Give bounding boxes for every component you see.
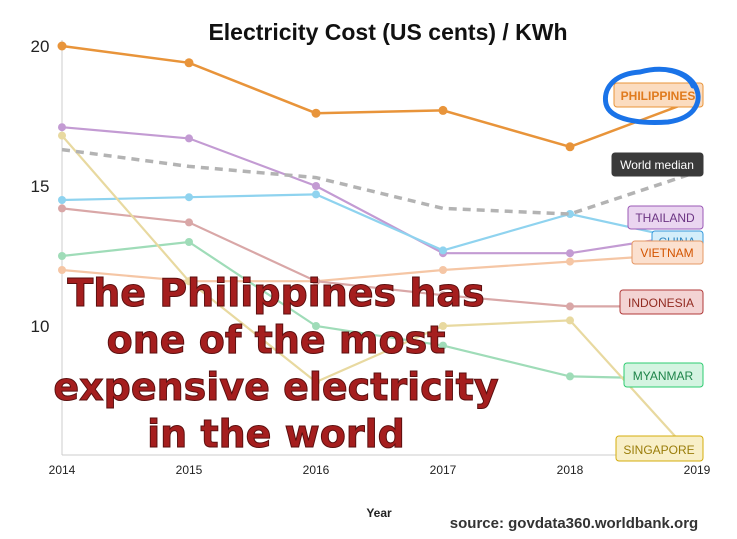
y-tick-label: 10	[31, 317, 50, 336]
x-tick-label: 2016	[303, 463, 330, 477]
label-text: SINGAPORE	[623, 443, 694, 457]
series-layer	[57, 41, 698, 462]
x-tick-label: 2018	[557, 463, 584, 477]
x-ticks: 2014 2015 2016 2017 2018 2019	[49, 463, 711, 477]
source-note: source: govdata360.worldbank.org	[450, 515, 698, 532]
label-philippines: PHILIPPINES	[613, 82, 704, 108]
data-point	[566, 316, 574, 325]
series-myanmar	[58, 238, 698, 381]
data-point	[58, 252, 66, 260]
label-box	[615, 435, 704, 462]
series-indonesia	[58, 204, 697, 311]
data-point	[439, 341, 447, 350]
label-box	[611, 152, 704, 177]
data-point	[439, 322, 447, 330]
data-point	[185, 134, 193, 143]
y-tick-label: 20	[31, 37, 50, 56]
label-singapore: SINGAPORE	[615, 435, 704, 462]
label-myanmar: MYANMAR	[623, 362, 704, 388]
series-line	[61, 252, 698, 283]
series-line	[61, 44, 698, 149]
x-tick-label: 2015	[176, 463, 203, 477]
data-point	[58, 266, 66, 274]
label-box	[627, 205, 704, 230]
y-ticks: 10 15 20	[31, 37, 50, 336]
annotation-overlay: The Philippines has one of the most expe…	[53, 271, 499, 457]
axes	[61, 40, 700, 456]
series-singapore	[58, 131, 698, 462]
data-point	[439, 266, 447, 274]
label-text: INDONESIA	[628, 296, 694, 310]
chart-title: Electricity Cost (US cents) / KWh	[208, 19, 567, 45]
data-point	[312, 277, 320, 286]
data-point	[566, 257, 574, 266]
annotation-line: The Philippines has	[67, 271, 484, 315]
series-line	[61, 207, 697, 308]
data-point	[185, 277, 193, 286]
data-point	[566, 302, 574, 311]
data-point	[185, 218, 193, 227]
series-line	[61, 126, 698, 255]
data-point	[566, 372, 574, 381]
annotation-line: expensive electricity	[53, 365, 498, 409]
data-point	[185, 238, 193, 246]
label-vietnam: VIETNAM	[631, 240, 704, 265]
y-tick-label: 15	[31, 177, 50, 196]
label-text: THAILAND	[635, 211, 695, 225]
series-line	[61, 134, 698, 462]
data-point	[312, 182, 320, 190]
label-thailand: THAILAND	[627, 205, 704, 230]
label-box	[613, 82, 704, 108]
x-tick-label: 2017	[430, 463, 457, 477]
label-text: MYANMAR	[633, 369, 694, 383]
label-box	[619, 289, 704, 315]
data-point	[58, 196, 66, 204]
series-line	[61, 147, 698, 216]
series-world-median	[61, 147, 698, 216]
data-point	[185, 193, 193, 202]
series-thailand	[58, 123, 698, 258]
data-point	[439, 291, 447, 300]
data-point	[566, 210, 574, 218]
label-text: PHILIPPINES	[621, 89, 696, 103]
data-point	[439, 246, 447, 255]
x-tick-label: 2014	[49, 463, 76, 477]
data-point	[565, 142, 575, 152]
label-indonesia: INDONESIA	[619, 289, 704, 315]
label-text: VIETNAM	[640, 246, 693, 260]
data-point	[184, 58, 194, 68]
annotation-line: one of the most	[107, 318, 446, 362]
series-line	[61, 193, 698, 252]
label-text: World median	[620, 158, 694, 172]
series-labels: PHILIPPINES World median CHINA THAILAND …	[611, 82, 704, 462]
data-point	[58, 204, 66, 213]
annotation-line: in the world	[147, 412, 405, 456]
x-axis-label: Year	[366, 506, 392, 520]
data-point	[566, 249, 574, 258]
label-box	[623, 362, 704, 388]
data-point	[438, 105, 448, 115]
data-point	[58, 123, 66, 132]
series-philippines	[57, 41, 698, 152]
series-line	[61, 240, 698, 381]
data-point	[312, 378, 320, 386]
data-point	[311, 108, 321, 118]
data-point	[312, 190, 320, 199]
series-china	[58, 190, 698, 255]
data-point	[58, 131, 66, 140]
x-tick-label: 2019	[684, 463, 711, 477]
label-box	[631, 240, 704, 265]
label-world-median: World median	[611, 152, 704, 177]
data-point	[57, 41, 67, 51]
highlight-circle	[602, 66, 701, 125]
data-point	[312, 322, 320, 330]
